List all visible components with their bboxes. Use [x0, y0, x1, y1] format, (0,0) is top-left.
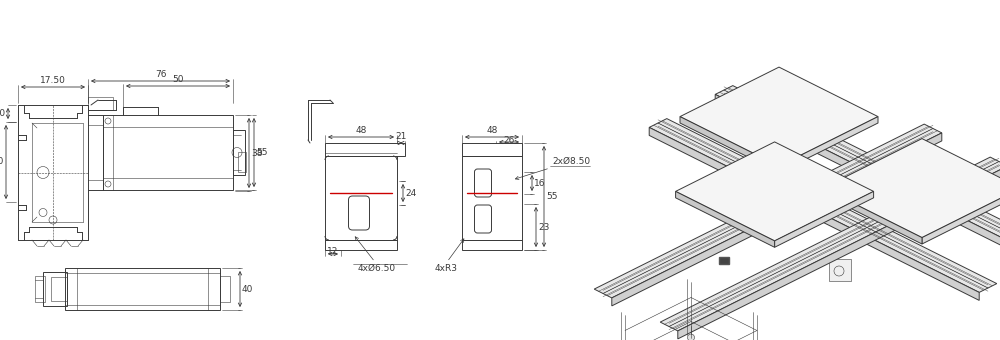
Bar — [462, 156, 522, 240]
Polygon shape — [715, 86, 1000, 259]
Polygon shape — [680, 67, 878, 166]
Polygon shape — [823, 139, 1000, 238]
Polygon shape — [775, 191, 874, 247]
Text: 8.50: 8.50 — [0, 109, 6, 118]
Bar — [719, 257, 729, 264]
Circle shape — [767, 176, 769, 178]
Text: 12: 12 — [327, 247, 339, 256]
Text: 24: 24 — [405, 188, 416, 198]
Bar — [325, 240, 397, 250]
Polygon shape — [676, 142, 874, 241]
Circle shape — [679, 132, 681, 134]
Text: 16: 16 — [534, 178, 546, 187]
Bar — [325, 143, 405, 156]
Circle shape — [811, 198, 813, 200]
Text: 38: 38 — [251, 149, 262, 157]
Polygon shape — [612, 133, 942, 306]
Text: 55: 55 — [546, 192, 558, 201]
Circle shape — [833, 143, 835, 146]
Circle shape — [854, 190, 858, 193]
Circle shape — [692, 190, 695, 193]
Bar — [829, 259, 851, 281]
Bar — [88, 97, 113, 110]
Polygon shape — [779, 117, 878, 172]
Bar — [220, 276, 230, 302]
Bar — [65, 268, 220, 310]
Bar — [103, 115, 233, 190]
Text: 23: 23 — [538, 222, 549, 232]
Circle shape — [855, 220, 857, 222]
Bar — [35, 276, 45, 302]
Text: 55: 55 — [256, 148, 268, 157]
Text: 4xØ6.50: 4xØ6.50 — [358, 264, 396, 273]
Circle shape — [839, 186, 842, 189]
Text: 48: 48 — [355, 126, 367, 135]
Polygon shape — [922, 188, 1000, 244]
Circle shape — [745, 99, 747, 101]
Circle shape — [778, 156, 780, 159]
Bar — [238, 152, 246, 172]
Circle shape — [723, 154, 725, 156]
Text: 76: 76 — [155, 70, 166, 79]
Circle shape — [920, 227, 924, 230]
Circle shape — [920, 146, 924, 149]
Circle shape — [773, 149, 776, 152]
Circle shape — [696, 115, 699, 118]
Bar — [325, 156, 397, 240]
Polygon shape — [594, 124, 942, 298]
Bar — [233, 130, 245, 175]
Circle shape — [877, 165, 879, 167]
Text: 4xR3: 4xR3 — [434, 264, 458, 273]
Text: 17.50: 17.50 — [40, 76, 66, 85]
Circle shape — [789, 121, 791, 123]
Text: 40: 40 — [242, 285, 253, 293]
Polygon shape — [715, 95, 1000, 267]
Bar — [462, 240, 522, 250]
Bar — [462, 143, 522, 156]
Circle shape — [899, 242, 901, 244]
Text: 21: 21 — [395, 132, 407, 141]
Circle shape — [688, 334, 694, 340]
Circle shape — [773, 231, 776, 234]
Polygon shape — [660, 157, 1000, 331]
Polygon shape — [649, 128, 979, 301]
Bar — [43, 272, 67, 306]
Circle shape — [921, 187, 923, 189]
Circle shape — [965, 209, 967, 211]
Text: 40: 40 — [0, 157, 4, 167]
Text: 2xØ8.50: 2xØ8.50 — [552, 157, 590, 166]
Polygon shape — [680, 117, 779, 172]
Polygon shape — [823, 188, 922, 244]
Text: 50: 50 — [172, 75, 184, 84]
Polygon shape — [678, 166, 1000, 339]
Bar — [51, 277, 67, 301]
Polygon shape — [676, 191, 775, 247]
Text: 48: 48 — [486, 126, 498, 135]
Polygon shape — [649, 119, 997, 292]
Circle shape — [859, 115, 862, 118]
Text: 26: 26 — [503, 136, 515, 145]
Circle shape — [943, 264, 945, 267]
Circle shape — [778, 74, 780, 77]
